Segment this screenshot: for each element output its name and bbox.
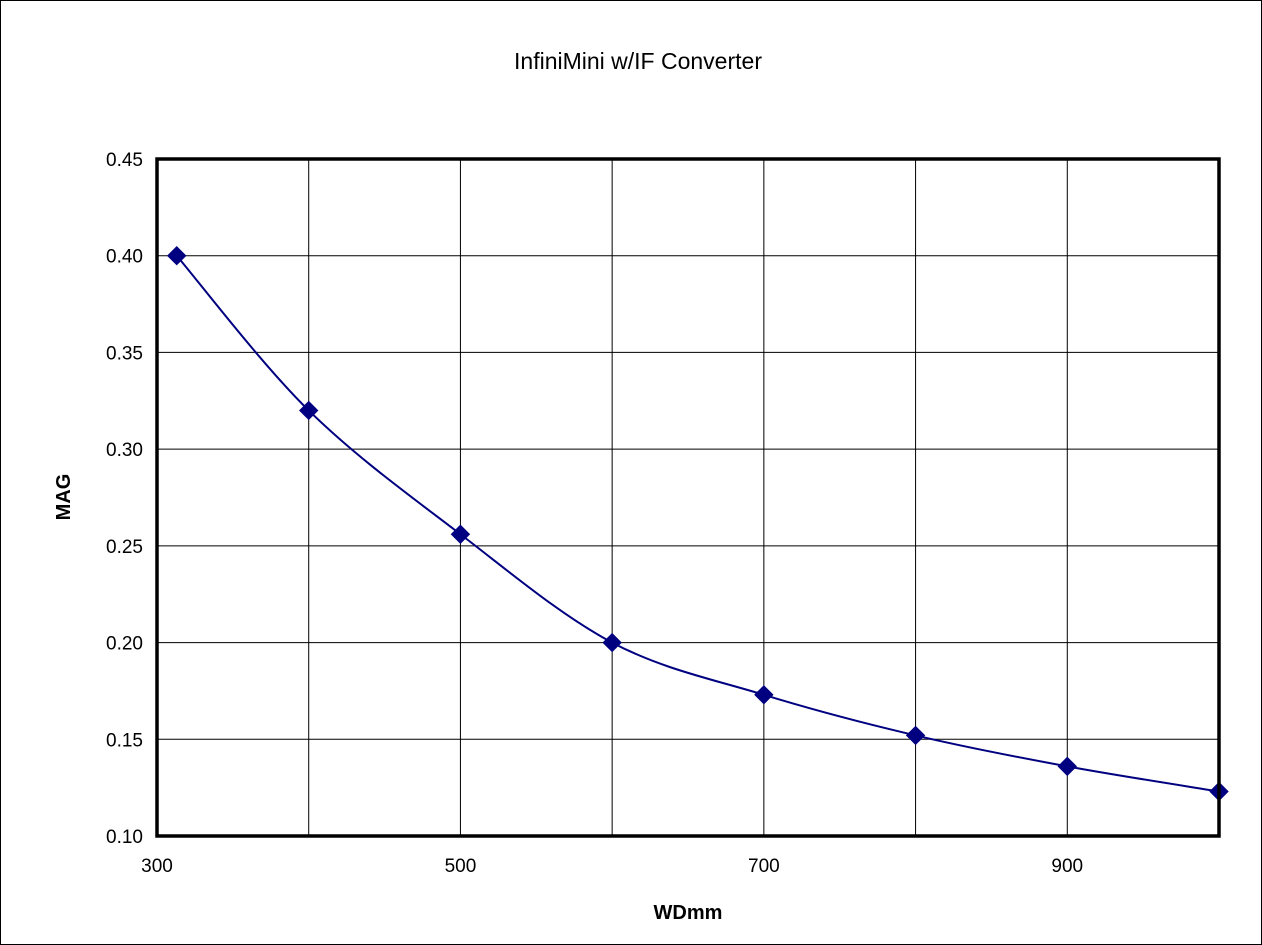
data-point-marker: [905, 725, 926, 746]
y-tick-label: 0.45: [106, 150, 143, 171]
y-axis-label: MAG: [53, 474, 75, 521]
data-point-marker: [167, 246, 187, 266]
x-tick-label: 300: [141, 856, 173, 877]
data-point-marker: [754, 685, 774, 705]
series-layer: [167, 246, 1229, 802]
y-tick-label: 0.20: [106, 634, 143, 655]
x-tick-label: 700: [748, 856, 780, 877]
data-point-marker: [299, 400, 319, 421]
y-tick-label: 0.15: [106, 730, 143, 751]
x-axis-label: WDmm: [654, 902, 723, 924]
y-tick-label: 0.30: [106, 440, 143, 461]
data-point-marker: [602, 632, 622, 653]
y-tick-label: 0.40: [106, 247, 143, 268]
y-tick-label: 0.35: [106, 343, 143, 364]
x-tick-label: 900: [1051, 856, 1083, 877]
plot-area-border: [155, 157, 1221, 838]
data-point-marker: [1057, 756, 1077, 777]
x-tick-label: 500: [445, 856, 477, 877]
grid-layer: [157, 159, 1219, 836]
y-tick-label: 0.10: [106, 827, 143, 848]
y-tick-label: 0.25: [106, 537, 143, 558]
tick-layer: 0.10 0.15 0.20 0.25 0.30 0.35 0.40 0.45 300 500 70…: [106, 150, 1083, 877]
data-point-marker: [450, 524, 471, 544]
chart-title: InfiniMini w/IF Converter: [514, 48, 762, 74]
